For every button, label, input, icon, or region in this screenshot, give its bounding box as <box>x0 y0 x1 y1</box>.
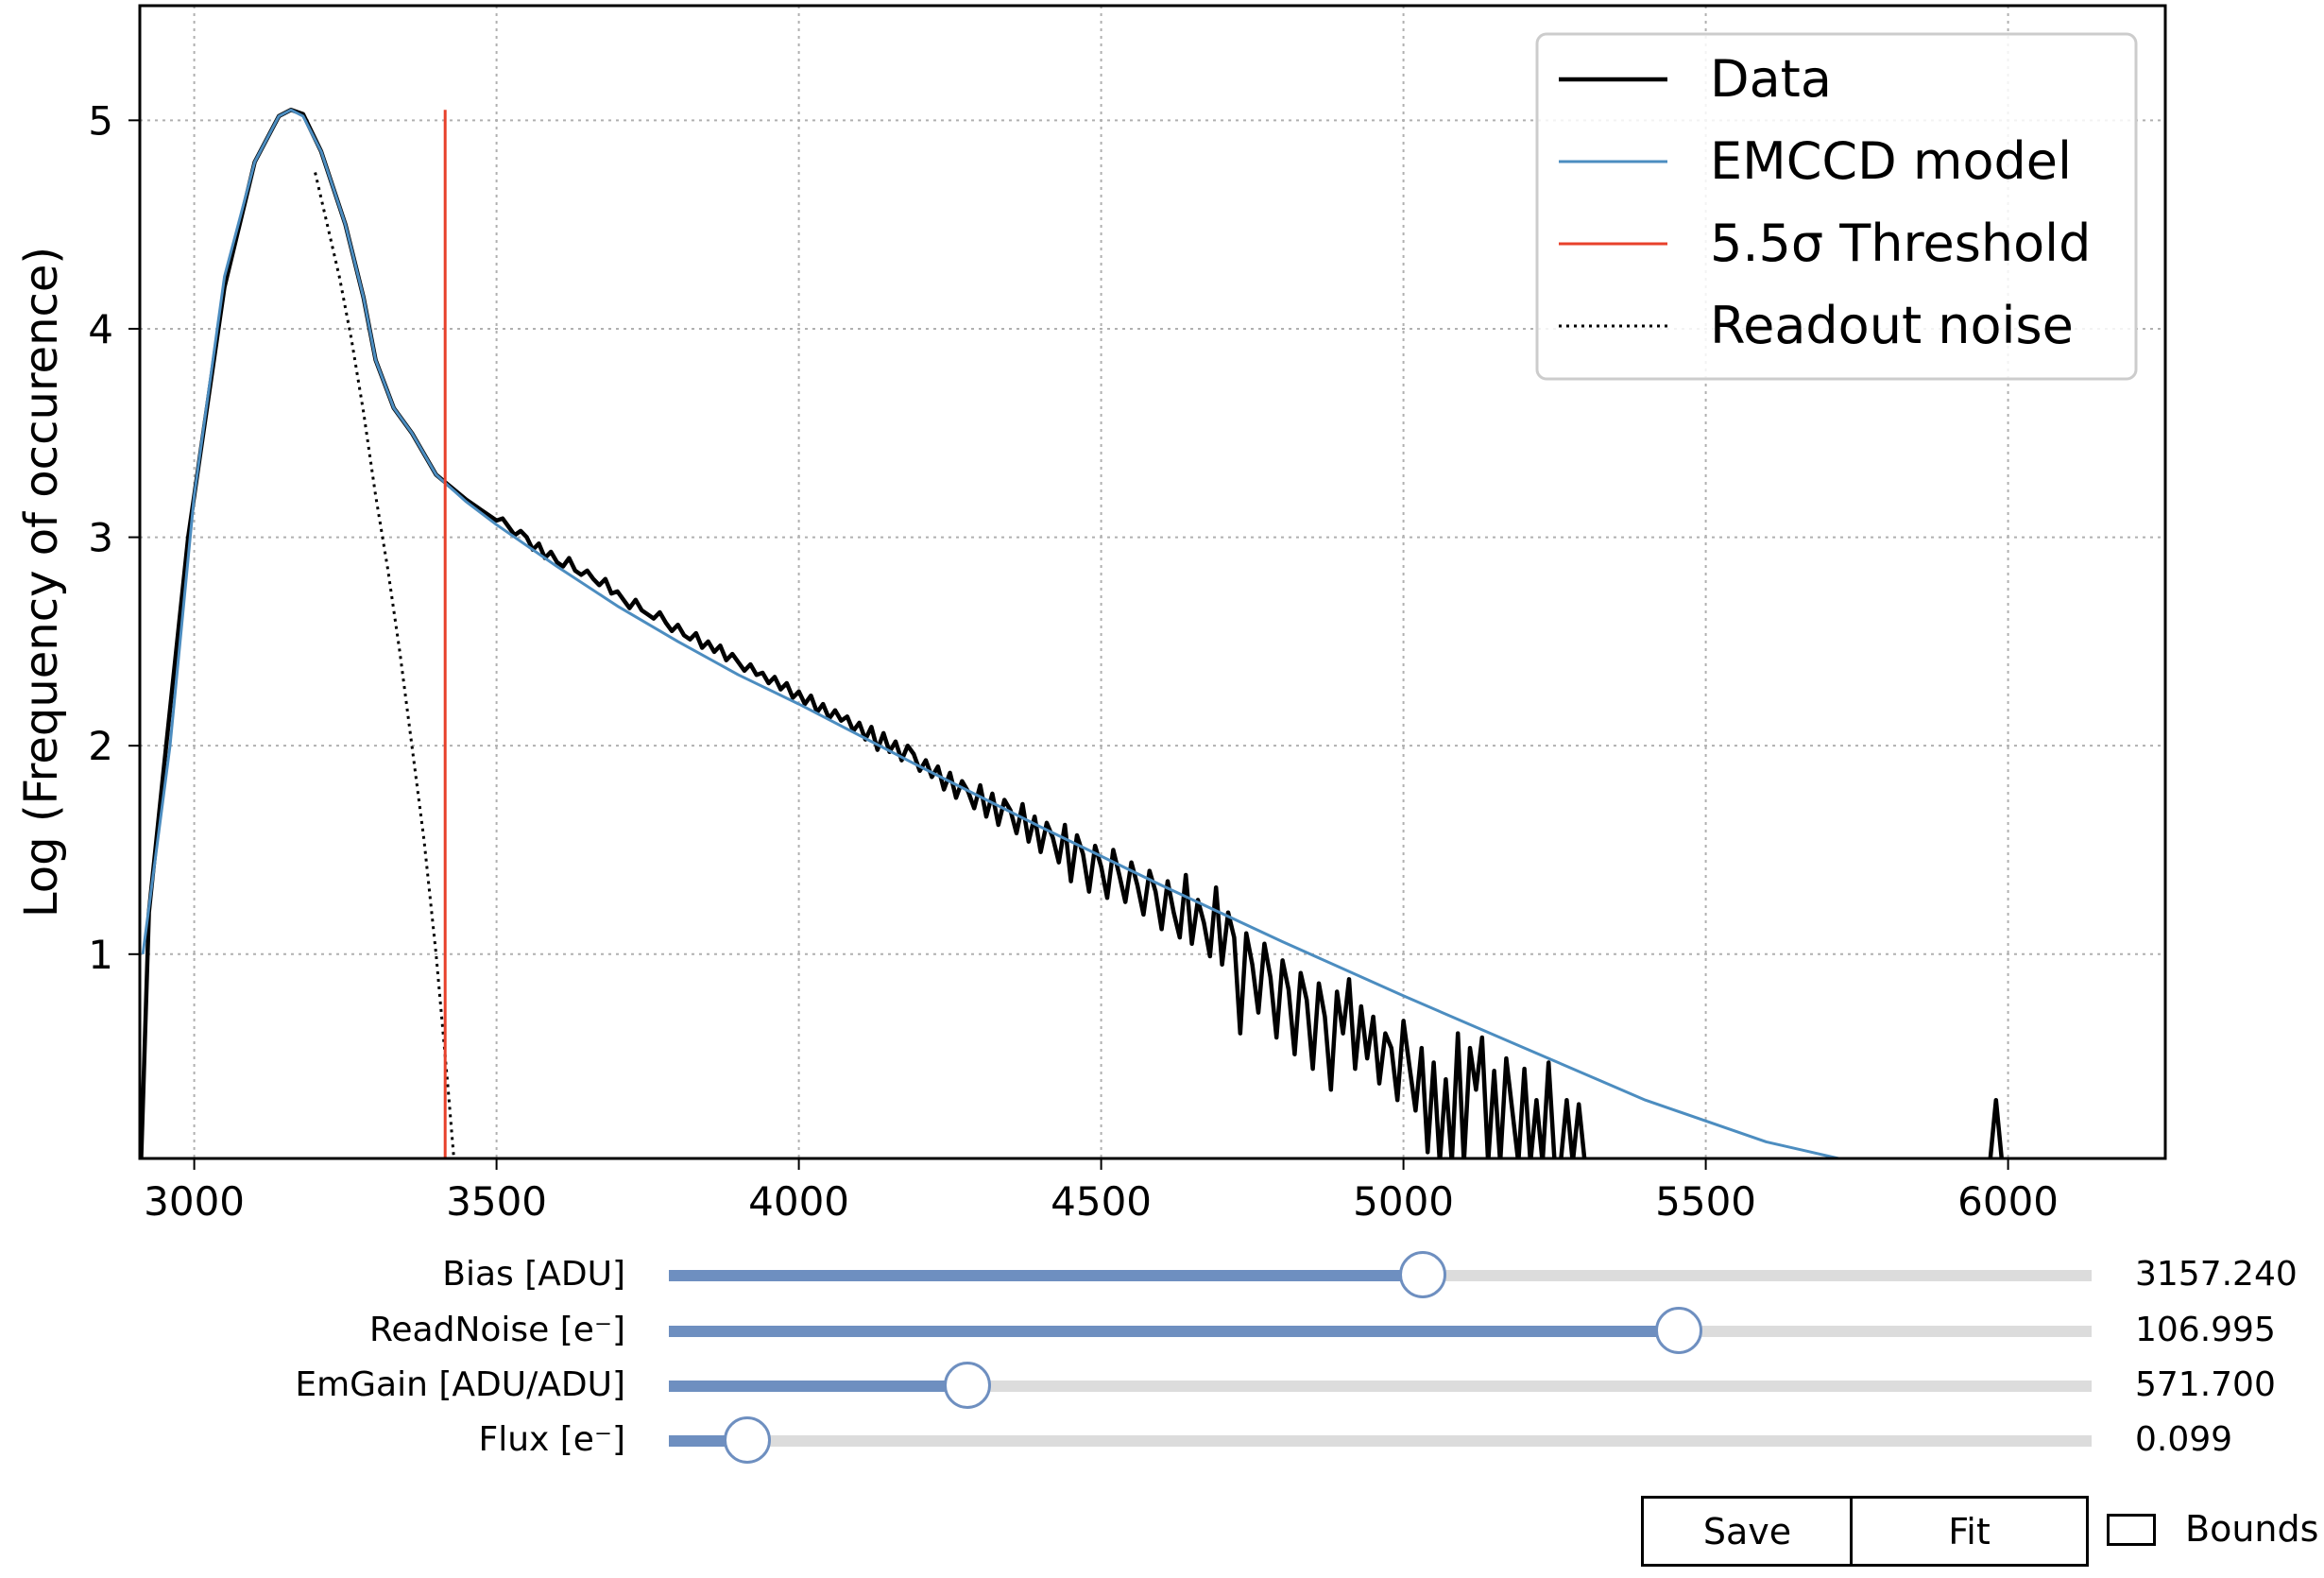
readnoise-slider-row: ReadNoise [e⁻] 106.995 <box>0 1305 2324 1358</box>
y-tick-label: 3 <box>88 515 113 561</box>
flux-slider-handle[interactable] <box>723 1416 771 1464</box>
flux-slider-label: Flux [e⁻] <box>478 1420 625 1459</box>
readnoise-slider[interactable] <box>669 1307 2092 1354</box>
x-tick-label: 3500 <box>446 1178 547 1225</box>
emgain-slider[interactable] <box>669 1362 2092 1409</box>
bias-slider-fill <box>669 1270 1424 1281</box>
legend-label: 5.5σ Threshold <box>1710 214 2091 273</box>
readnoise-slider-label: ReadNoise [e⁻] <box>368 1311 625 1349</box>
x-tick-label: 3000 <box>144 1178 245 1225</box>
readnoise-value: 106.995 <box>2135 1311 2276 1349</box>
emgain-slider-label: EmGain [ADU/ADU] <box>295 1365 625 1404</box>
legend-label: EMCCD model <box>1710 131 2072 191</box>
emgain-slider-fill <box>669 1381 968 1392</box>
y-axis-label: Log (Frequency of occurence) <box>15 247 68 918</box>
legend-box <box>1535 32 2138 381</box>
readnoise-slider-fill <box>669 1326 1680 1337</box>
emgain-slider-handle[interactable] <box>944 1362 992 1409</box>
flux-value: 0.099 <box>2135 1420 2233 1459</box>
bias-slider[interactable] <box>669 1251 2092 1298</box>
y-tick-label: 1 <box>88 932 113 978</box>
x-tick-label: 4000 <box>748 1178 849 1225</box>
bounds-label: Bounds <box>2185 1508 2319 1550</box>
bias-slider-row: Bias [ADU] 3157.240 <box>0 1249 2324 1302</box>
grid <box>140 6 2165 1158</box>
axis-ticks: 3000 3500 4000 4500 5000 5500 6000 1 2 3 4 5 <box>88 97 2059 1225</box>
emgain-slider-row: EmGain [ADU/ADU] 571.700 <box>0 1360 2324 1413</box>
x-tick-label: 4500 <box>1051 1178 1152 1225</box>
series-group <box>140 108 2005 1158</box>
bias-slider-handle[interactable] <box>1399 1251 1447 1298</box>
y-tick-label: 5 <box>88 97 113 144</box>
bias-value: 3157.240 <box>2135 1255 2298 1294</box>
fit-button[interactable]: Fit <box>1850 1496 2089 1567</box>
flux-slider[interactable] <box>669 1416 2092 1464</box>
emccd-model-line <box>141 108 1846 1158</box>
y-tick-label: 2 <box>88 723 113 769</box>
y-tick-label: 4 <box>88 306 113 352</box>
legend: Data EMCCD model 5.5σ Threshold Readout noi… <box>1535 32 2138 381</box>
legend-label: Data <box>1710 49 1832 109</box>
emgain-value: 571.700 <box>2135 1365 2276 1404</box>
histogram-chart: 3000 3500 4000 4500 5000 5500 6000 1 2 3 4 5 Log (F… <box>15 4 2167 1225</box>
legend-label: Readout noise <box>1710 296 2074 355</box>
bounds-checkbox[interactable] <box>2107 1514 2156 1546</box>
readout-noise-line <box>314 172 455 1158</box>
flux-slider-row: Flux [e⁻] 0.099 <box>0 1415 2324 1467</box>
x-tick-label: 6000 <box>1957 1178 2059 1225</box>
data-series-line <box>140 108 2005 1158</box>
plot-area <box>140 108 2005 1158</box>
x-tick-label: 5500 <box>1655 1178 1756 1225</box>
x-tick-label: 5000 <box>1353 1178 1454 1225</box>
bias-slider-label: Bias [ADU] <box>442 1255 625 1294</box>
save-button[interactable]: Save <box>1641 1496 1854 1567</box>
axes-frame <box>138 4 2167 1160</box>
readnoise-slider-handle[interactable] <box>1655 1307 1703 1354</box>
